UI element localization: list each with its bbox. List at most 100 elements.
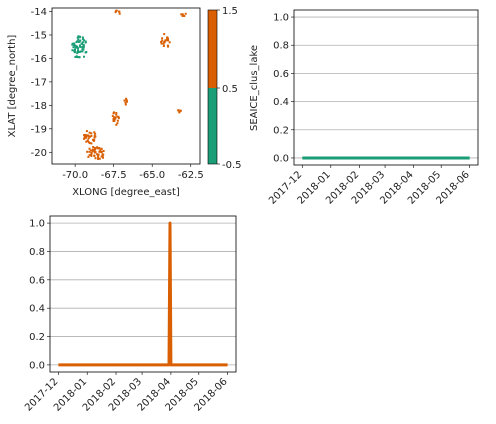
map-cell	[81, 50, 84, 53]
map-cell	[97, 153, 100, 156]
map-cell	[90, 132, 93, 135]
map-cell	[162, 45, 165, 47]
map-x-tick-label: -67.5	[101, 170, 127, 181]
map-cell	[99, 149, 102, 152]
map-cell	[125, 97, 128, 100]
map-cell	[77, 38, 80, 41]
map-cell	[83, 135, 86, 138]
map-cell	[184, 12, 187, 15]
map-cell	[177, 109, 180, 112]
map-cell	[90, 154, 93, 157]
map-cell	[166, 36, 169, 39]
map-cell	[98, 157, 101, 160]
map-cell	[83, 134, 86, 137]
map-cell	[73, 44, 76, 47]
map-frame	[51, 7, 201, 165]
map-cell	[78, 40, 81, 43]
map-cell	[94, 148, 97, 151]
y-tick-label: 0.0	[273, 153, 289, 164]
map-cell	[97, 154, 100, 157]
map-cell	[92, 139, 95, 142]
map-cell	[92, 148, 95, 151]
map-cell	[118, 12, 121, 15]
ts2-y-ticks: 0.0 0.2 0.4 0.6 0.8 1.0	[29, 219, 50, 371]
map-cell	[98, 147, 101, 149]
map-cell	[87, 155, 90, 158]
series-line	[58, 221, 228, 367]
map-cell	[115, 9, 118, 12]
map-cell	[94, 132, 97, 135]
map-cell	[84, 135, 87, 138]
map-cell	[89, 149, 92, 152]
map-cell	[101, 154, 104, 157]
map-cell	[86, 150, 89, 153]
colorbar-segment-0	[208, 88, 217, 164]
y-tick-label: 0.6	[273, 69, 289, 80]
colorbar-tick-label: 1.5	[222, 6, 238, 17]
y-tick-label: 0.2	[273, 125, 289, 136]
map-cell	[112, 120, 115, 122]
map-y-axis-label: XLAT [degree_north]	[7, 35, 18, 138]
map-cell	[76, 56, 79, 59]
map-cell	[73, 42, 76, 45]
map-cell	[83, 55, 85, 58]
ts1-x-ticks: 2017-122018-012018-022018-032018-042018-…	[267, 165, 472, 207]
map-cell	[116, 122, 119, 125]
map-cell	[79, 45, 82, 48]
map-cell	[82, 44, 85, 46]
map-cell	[81, 36, 84, 39]
map-cell	[161, 37, 164, 40]
map-cell	[115, 113, 118, 116]
y-tick-label: 1.0	[29, 219, 45, 230]
map-cell	[71, 49, 74, 52]
colorbar-frame	[207, 9, 218, 165]
ts2-series	[58, 221, 228, 367]
map-cell	[160, 40, 163, 43]
map-cell	[117, 117, 120, 120]
map-cell	[83, 137, 86, 140]
map-cell	[114, 117, 116, 119]
map-cell	[114, 11, 117, 14]
ts2-frame	[49, 215, 237, 373]
map-x-tick-label: -70.0	[62, 170, 88, 181]
map-y-tick-label: -14	[31, 7, 47, 18]
map-cell	[90, 142, 93, 145]
map-cell	[178, 110, 181, 113]
map-cell	[85, 140, 88, 143]
map-cell	[84, 51, 87, 54]
map-cell	[88, 147, 91, 150]
map-cell	[102, 150, 105, 152]
colorbar: 1.5 0.5 -0.5	[207, 6, 242, 171]
map-cell	[81, 41, 84, 44]
ts1-grid	[294, 16, 478, 159]
map-cell	[118, 10, 121, 13]
map-cell	[97, 158, 100, 160]
map-cell	[93, 149, 96, 152]
map-cell	[180, 13, 183, 16]
map-cell	[78, 50, 81, 53]
map-cell	[116, 119, 119, 122]
map-cell	[76, 46, 79, 49]
map-cell	[93, 136, 96, 139]
map-cell	[79, 36, 82, 39]
map-cell	[181, 14, 184, 17]
map-cell	[71, 43, 74, 46]
map-cell	[78, 44, 81, 47]
map-cell	[86, 139, 89, 142]
map-cell	[124, 103, 127, 106]
y-tick-label: 0.6	[29, 275, 45, 286]
map-cell	[96, 153, 99, 156]
ts1-y-axis-label: SEAICE_clus_lake	[249, 45, 260, 131]
map-cell	[89, 135, 92, 138]
map-cell	[100, 147, 103, 150]
map-cell	[91, 150, 94, 153]
map-cell	[76, 40, 79, 43]
y-tick-label: 0.4	[273, 97, 289, 108]
colorbar-tick-label: -0.5	[222, 160, 242, 171]
map-y-tick-label: -15	[31, 30, 47, 41]
map-y-tick-label: -17	[31, 77, 47, 88]
map-x-axis-label: XLONG [degree_east]	[72, 187, 180, 198]
map-cell	[87, 135, 90, 138]
y-tick-label: 0.4	[29, 304, 45, 315]
